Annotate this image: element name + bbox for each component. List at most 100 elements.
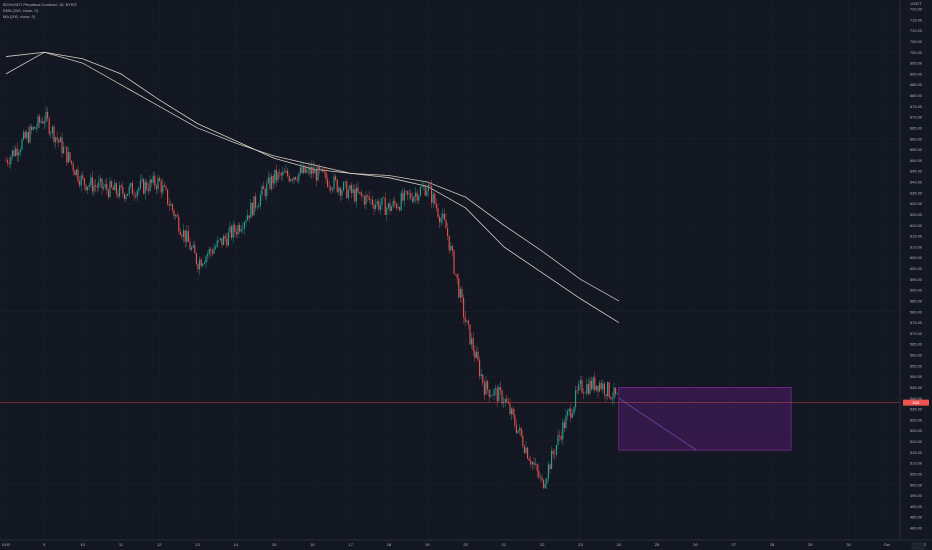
candle-body bbox=[384, 197, 386, 215]
time-axis-tick: 12 bbox=[157, 542, 162, 547]
candle-body bbox=[40, 121, 42, 123]
ma-legend-item[interactable]: MA (200, close, 0) bbox=[3, 14, 36, 19]
price-axis-tick: 545.00 bbox=[910, 385, 923, 390]
candle-body bbox=[378, 201, 380, 210]
candle-body bbox=[143, 179, 145, 194]
candle-body bbox=[560, 435, 562, 440]
candle-body bbox=[343, 182, 345, 191]
candle-body bbox=[535, 464, 537, 465]
candle-body bbox=[440, 218, 442, 223]
candle-body bbox=[291, 179, 293, 181]
candle-body bbox=[599, 382, 601, 392]
candle-body bbox=[298, 173, 300, 181]
candle-body bbox=[389, 203, 391, 212]
candle-body bbox=[165, 186, 167, 190]
ema-legend-item[interactable]: EMA (200, close, 0) bbox=[3, 8, 38, 13]
candle-body bbox=[559, 435, 561, 436]
candle-body bbox=[32, 127, 34, 130]
candle-body bbox=[178, 216, 180, 232]
candle-body bbox=[301, 167, 303, 173]
candle-body bbox=[587, 384, 589, 394]
candle-body bbox=[267, 177, 269, 184]
candle-body bbox=[392, 200, 394, 207]
candle-body bbox=[101, 178, 103, 189]
candle-body bbox=[202, 263, 204, 266]
candle-body bbox=[75, 169, 77, 176]
price-axis-tick: 620.00 bbox=[910, 223, 923, 228]
candle-body bbox=[482, 374, 484, 384]
time-axis[interactable]: 0:00 9 10 11 12 13 14 15 16 17 18 19 20 21 22 23 24 25 26 2… bbox=[2, 542, 927, 547]
candle-body bbox=[303, 165, 305, 173]
candle-body bbox=[90, 177, 92, 185]
price-axis-tick: 705.00 bbox=[910, 39, 923, 44]
candle-body bbox=[287, 170, 289, 176]
candle-body bbox=[232, 224, 234, 238]
candle-body bbox=[247, 215, 249, 221]
candle-body bbox=[426, 190, 428, 196]
candle-body bbox=[544, 484, 546, 489]
candle-body bbox=[43, 121, 45, 124]
candle-body bbox=[123, 193, 125, 200]
price-axis-tick: 490.00 bbox=[910, 504, 923, 509]
candle-body bbox=[432, 194, 434, 203]
forecast-box bbox=[618, 387, 792, 451]
time-axis-tick: 16 bbox=[310, 542, 315, 547]
candle-body bbox=[280, 173, 282, 176]
candle-body bbox=[365, 195, 367, 205]
candle-body bbox=[578, 383, 580, 391]
candle-body bbox=[106, 184, 108, 190]
candle-body bbox=[85, 184, 87, 191]
candle-body bbox=[458, 278, 460, 298]
candle-body bbox=[493, 389, 495, 396]
candle-body bbox=[359, 191, 361, 193]
candle-body bbox=[610, 397, 612, 400]
candle-body bbox=[363, 196, 365, 205]
price-axis-tick: 625.00 bbox=[910, 212, 923, 217]
price-axis-tick: 710.00 bbox=[910, 28, 923, 33]
candle-body bbox=[515, 425, 517, 433]
candle-body bbox=[581, 380, 583, 393]
chart-settings-icon[interactable] bbox=[911, 542, 925, 550]
symbol-title[interactable]: BCHUSDT Perpetual Contract, 15, BYBIT bbox=[3, 2, 78, 7]
candle-body bbox=[231, 226, 233, 238]
candle-body bbox=[67, 152, 69, 163]
candle-body bbox=[386, 207, 388, 215]
candle-body bbox=[431, 185, 433, 203]
candle-body bbox=[471, 338, 473, 345]
price-axis-tick: 500.00 bbox=[910, 482, 923, 487]
candle-body bbox=[16, 148, 18, 156]
candle-body bbox=[410, 193, 412, 199]
candle-body bbox=[419, 187, 421, 196]
candle-body bbox=[355, 187, 357, 202]
price-axis-tick: 480.00 bbox=[910, 526, 923, 531]
candle-body bbox=[333, 176, 335, 190]
candle-body bbox=[616, 393, 618, 395]
candle-body bbox=[79, 180, 81, 186]
candle-body bbox=[152, 175, 154, 183]
candle-body bbox=[295, 177, 297, 180]
price-axis-tick: 485.00 bbox=[910, 515, 923, 520]
candle-body bbox=[263, 186, 265, 190]
candle-body bbox=[272, 175, 274, 184]
forecast-overlay[interactable] bbox=[0, 387, 900, 451]
candle-body bbox=[237, 225, 239, 235]
candle-body bbox=[63, 147, 65, 154]
candle-body bbox=[367, 195, 369, 197]
candle-body bbox=[15, 148, 17, 156]
candle-body bbox=[93, 185, 95, 192]
candle-body bbox=[579, 380, 581, 384]
candle-body bbox=[87, 186, 89, 191]
candle-body bbox=[135, 195, 137, 197]
candle-body bbox=[477, 351, 479, 361]
candle-body bbox=[411, 198, 413, 202]
candle-body bbox=[183, 230, 185, 237]
price-axis-tick: 495.00 bbox=[910, 493, 923, 498]
time-axis-tick: 21 bbox=[502, 542, 507, 547]
time-axis-tick: 9 bbox=[43, 542, 46, 547]
candle-body bbox=[21, 139, 23, 150]
candle-body bbox=[466, 320, 468, 322]
candle-body bbox=[338, 187, 340, 192]
candle-body bbox=[379, 205, 381, 210]
